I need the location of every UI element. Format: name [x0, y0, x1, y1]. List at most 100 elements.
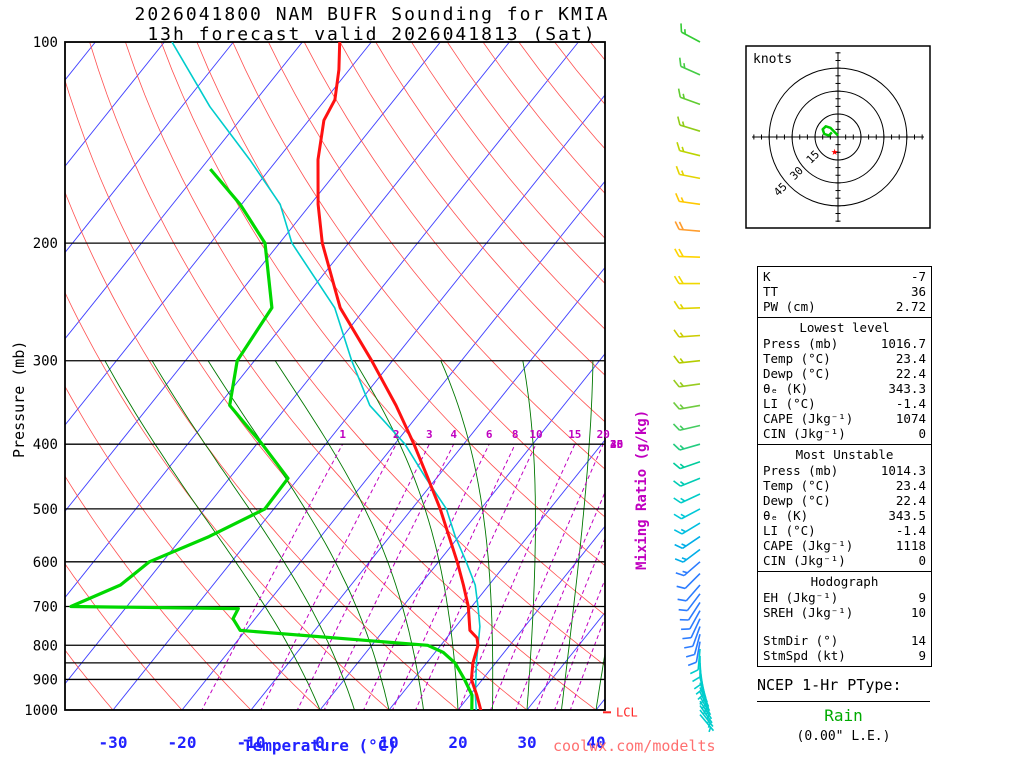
stat-label: Temp (°C)	[763, 351, 831, 366]
wind-barb	[673, 493, 701, 504]
svg-text:30: 30	[517, 733, 536, 752]
wind-barb	[674, 535, 701, 550]
wind-barb	[675, 561, 701, 577]
pressure-axis-label: Pressure (mb)	[10, 340, 28, 458]
pressure-tick-labels: 100 200 300 400 500 600 700 800 900 1000	[24, 35, 58, 719]
wind-barb	[673, 300, 701, 310]
wind-barb	[678, 593, 701, 612]
stat-value: 343.5	[888, 508, 926, 523]
wind-barb-column	[672, 23, 715, 733]
lcl-marker: LCL	[603, 705, 638, 719]
stats-section-hodograph: Hodograph EH (Jkg⁻¹) 9 SREH (Jkg⁻¹) 10 StmDir…	[758, 571, 931, 666]
ptype-detail: (0.00" L.E.)	[796, 729, 891, 744]
wind-barb	[676, 573, 701, 590]
wind-barb	[675, 193, 701, 206]
wind-barb	[699, 714, 715, 733]
stat-row: PW (cm) 2.72	[758, 299, 931, 314]
stat-value: 14	[910, 633, 926, 648]
mixing-ratio-axis-label: Mixing Ratio (g/kg)	[634, 409, 650, 570]
svg-text:200: 200	[33, 236, 58, 252]
stat-label: PW (cm)	[763, 299, 816, 314]
wind-barb	[677, 88, 701, 106]
stat-value: 10	[910, 605, 926, 620]
svg-text:1: 1	[339, 428, 346, 441]
svg-text:900: 900	[33, 672, 58, 688]
stat-label: Temp (°C)	[763, 478, 831, 493]
stats-section-title: Most Unstable	[795, 447, 894, 462]
stat-row: StmDir (°) 14	[758, 633, 931, 648]
svg-text:25: 25	[610, 438, 623, 451]
stat-value: 22.4	[895, 366, 926, 381]
svg-text:15: 15	[568, 428, 581, 441]
stat-row: TT 36	[758, 284, 931, 299]
stat-label: K	[763, 269, 771, 284]
stat-row: θₑ (K) 343.5	[758, 508, 931, 523]
pressure-grid-lines	[65, 42, 605, 710]
wind-barb	[672, 461, 701, 470]
wind-barb	[685, 633, 701, 658]
stat-label: EH (Jkg⁻¹)	[763, 590, 839, 605]
svg-text:-10: -10	[237, 733, 266, 752]
wind-barb	[687, 641, 701, 667]
ptype-heading: NCEP 1-Hr PType:	[757, 676, 930, 702]
wind-barb	[674, 548, 701, 563]
stat-value: 23.4	[895, 351, 926, 366]
wind-barb	[699, 709, 714, 728]
svg-text:800: 800	[33, 638, 58, 654]
dry-adiabats	[65, 42, 605, 710]
page-title-line1: 2026041800 NAM BUFR Sounding for KMIA	[134, 4, 610, 25]
wind-barb	[681, 610, 701, 631]
svg-text:600: 600	[33, 555, 58, 571]
wind-barb	[675, 165, 701, 180]
svg-text:700: 700	[33, 600, 58, 616]
parcel-profile-line	[171, 42, 481, 710]
stat-row: Dewp (°C) 22.4	[758, 493, 931, 508]
stat-row: CIN (Jkg⁻¹) 0	[758, 553, 931, 568]
wind-barb	[673, 522, 701, 535]
stat-row: EH (Jkg⁻¹) 9	[758, 590, 931, 605]
stat-value: 0	[918, 426, 926, 441]
svg-text:1000: 1000	[24, 703, 58, 719]
svg-text:20: 20	[597, 428, 610, 441]
dewpoint-profile-line	[69, 168, 474, 710]
svg-text:35: 35	[610, 438, 623, 451]
storm-motion-star: ★	[831, 144, 838, 158]
stats-panel: K -7 TT 36 PW (cm) 2.72 Lowest level Press (mb)…	[757, 266, 932, 667]
stat-row: CAPE (Jkg⁻¹) 1074	[758, 411, 931, 426]
watermark-text: coolwx.com/modelts	[553, 737, 716, 755]
stat-row: Dewp (°C) 22.4	[758, 366, 931, 381]
wind-barb	[682, 618, 701, 640]
stat-label: SREH (Jkg⁻¹)	[763, 605, 854, 620]
stat-row: CAPE (Jkg⁻¹) 1118	[758, 538, 931, 553]
svg-text:0: 0	[315, 733, 325, 752]
stat-label: Dewp (°C)	[763, 493, 831, 508]
temperature-axis-label: Temperature (°C)	[242, 736, 398, 755]
svg-text:LCL: LCL	[616, 705, 638, 719]
stat-value: 1016.7	[880, 336, 926, 351]
svg-text:100: 100	[33, 35, 58, 51]
stat-label: LI (°C)	[763, 396, 816, 411]
svg-text:30: 30	[610, 438, 623, 451]
temperature-tick-labels: -30 -20 -10 0 10 20 30 40	[99, 733, 606, 752]
wind-barb	[673, 329, 701, 338]
svg-text:40: 40	[586, 733, 605, 752]
wind-barb	[677, 116, 701, 132]
stat-label: LI (°C)	[763, 523, 816, 538]
svg-text:-20: -20	[168, 733, 197, 752]
stat-row: Temp (°C) 23.4	[758, 478, 931, 493]
stat-value: -1.4	[895, 396, 926, 411]
stat-row: SREH (Jkg⁻¹) 10	[758, 605, 931, 620]
wind-barb	[692, 655, 701, 683]
stat-label: StmSpd (kt)	[763, 648, 846, 663]
wind-barb	[672, 423, 701, 432]
svg-text:300: 300	[33, 354, 58, 370]
wind-barb	[674, 221, 701, 232]
stat-value: 36	[910, 284, 926, 299]
mixing-ratio-lines	[201, 443, 605, 710]
stat-row: θₑ (K) 343.3	[758, 381, 931, 396]
stat-value: 1118	[895, 538, 926, 553]
stat-value: -7	[910, 269, 926, 284]
stat-row: StmSpd (kt) 9	[758, 648, 931, 663]
